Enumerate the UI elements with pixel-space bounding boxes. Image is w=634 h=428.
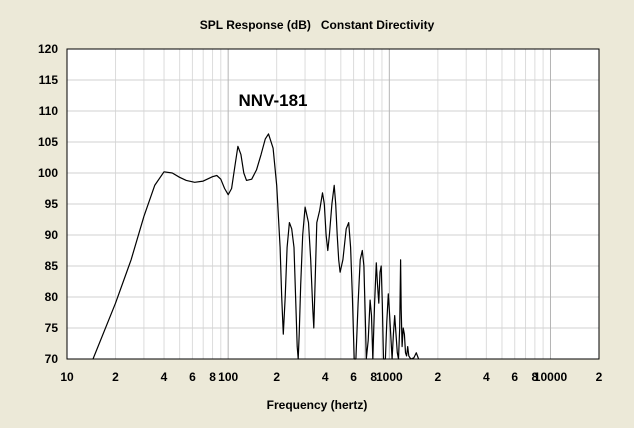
y-tick-label: 85 <box>45 259 59 273</box>
y-tick-label: 100 <box>38 166 58 180</box>
y-tick-label: 110 <box>39 104 59 118</box>
spl-response-line <box>92 133 420 360</box>
y-tick-label: 80 <box>45 290 59 304</box>
x-tick-label: 4 <box>322 370 329 384</box>
y-axis-tick-labels: 70 75 80 85 90 95 100 105 110 115 120 <box>38 42 58 366</box>
x-tick-label: 8 <box>532 370 539 384</box>
x-tick-label: 4 <box>161 370 168 384</box>
y-tick-label: 95 <box>45 197 59 211</box>
y-tick-label: 120 <box>38 42 58 56</box>
y-tick-label: 115 <box>39 73 59 87</box>
x-axis-title: Frequency (hertz) <box>267 398 368 412</box>
x-tick-label: 10 <box>60 370 74 384</box>
x-tick-label: 4 <box>483 370 490 384</box>
y-tick-label: 75 <box>45 321 59 335</box>
x-tick-label: 6 <box>350 370 357 384</box>
x-tick-label: 10000 <box>534 370 568 384</box>
chart-title: SPL Response (dB) Constant Directivity <box>200 18 435 32</box>
x-tick-label: 6 <box>511 370 518 384</box>
x-tick-label: 1000 <box>376 370 403 384</box>
x-tick-label: 2 <box>273 370 280 384</box>
x-tick-label: 2 <box>434 370 441 384</box>
y-tick-label: 70 <box>45 352 59 366</box>
x-tick-label: 6 <box>189 370 196 384</box>
x-tick-label: 8 <box>209 370 216 384</box>
plot-border <box>66 48 600 360</box>
x-tick-label: 100 <box>218 370 238 384</box>
y-tick-label: 90 <box>45 228 59 242</box>
x-tick-label: 8 <box>370 370 377 384</box>
x-tick-label: 2 <box>596 370 603 384</box>
minor-gridlines <box>67 49 599 359</box>
x-tick-label: 2 <box>112 370 119 384</box>
y-tick-label: 105 <box>38 135 58 149</box>
model-annotation: NNV-181 <box>239 91 308 110</box>
